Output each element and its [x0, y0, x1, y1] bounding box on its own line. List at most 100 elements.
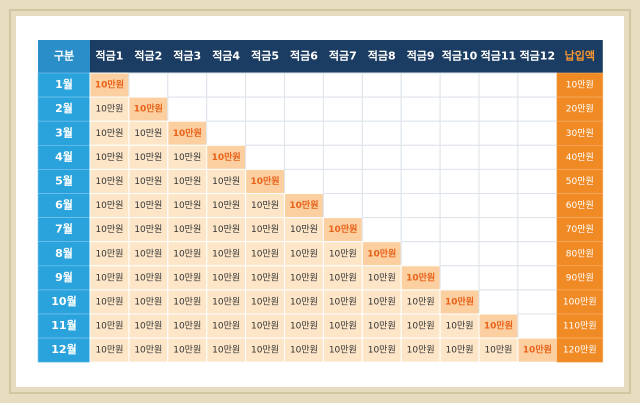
- paid-cell: [89, 217, 130, 243]
- paid-amount: 10만원: [329, 248, 357, 259]
- month-cell: [37, 337, 91, 363]
- paid-amount: 10만원: [134, 345, 162, 356]
- total-cell: [556, 193, 604, 218]
- paid-cell: [167, 289, 208, 315]
- total-amount: 50만원: [566, 176, 594, 187]
- paid-amount: 10만원: [95, 224, 123, 235]
- paid-amount: 10만원: [173, 224, 201, 235]
- total-amount: 120만원: [563, 345, 597, 356]
- paid-amount: 10만원: [290, 224, 318, 235]
- empty-cell: [284, 168, 324, 194]
- empty-cell: [322, 120, 363, 146]
- paid-cell: [128, 168, 169, 194]
- paid-amount: 10만원: [95, 296, 123, 307]
- empty-cell: [478, 241, 519, 267]
- paid-amount: 10만원: [95, 176, 123, 187]
- current-amount: 10만원: [406, 271, 435, 283]
- empty-cell: [322, 168, 363, 194]
- current-cell: [517, 337, 558, 363]
- paid-amount: 10만원: [95, 104, 123, 115]
- empty-cell: [361, 168, 402, 194]
- empty-cell: [206, 96, 247, 122]
- paid-amount: 10만원: [368, 296, 396, 307]
- paid-cell: [439, 337, 480, 363]
- paid-amount: 10만원: [134, 272, 162, 283]
- month-label: 10월: [51, 294, 76, 308]
- current-cell: [400, 265, 441, 291]
- paid-amount: 10만원: [95, 321, 123, 332]
- header-column: 적금7: [329, 49, 357, 63]
- header-column: 적금4: [212, 49, 240, 63]
- empty-cell: [245, 72, 286, 98]
- paid-cell: [206, 265, 247, 291]
- paid-cell: [206, 289, 247, 315]
- paid-amount: 10만원: [212, 224, 240, 235]
- empty-cell: [322, 72, 363, 98]
- paid-cell: [89, 289, 130, 315]
- empty-cell: [478, 289, 519, 315]
- total-cell: [556, 145, 604, 170]
- empty-cell: [478, 168, 519, 194]
- header-column: 적금11: [481, 49, 517, 63]
- total-amount: 10만원: [566, 80, 594, 91]
- empty-cell: [284, 72, 324, 98]
- header-column: 적금2: [134, 49, 162, 63]
- empty-cell: [400, 193, 441, 219]
- paid-amount: 10만원: [134, 248, 162, 259]
- paid-amount: 10만원: [95, 128, 123, 139]
- paid-amount: 10만원: [212, 296, 240, 307]
- paid-amount: 10만원: [446, 345, 474, 356]
- paid-cell: [89, 144, 130, 170]
- header-column: 적금5: [251, 49, 279, 63]
- paid-amount: 10만원: [134, 176, 162, 187]
- paid-amount: 10만원: [251, 321, 279, 332]
- paid-amount: 10만원: [134, 321, 162, 332]
- paid-amount: 10만원: [251, 296, 279, 307]
- empty-cell: [517, 265, 558, 291]
- paid-amount: 10만원: [95, 345, 123, 356]
- month-cell: [37, 120, 91, 146]
- empty-cell: [400, 168, 441, 194]
- empty-cell: [478, 193, 519, 219]
- total-amount: 60만원: [566, 200, 594, 211]
- paid-amount: 10만원: [212, 248, 240, 259]
- month-label: 4월: [55, 149, 73, 163]
- paid-amount: 10만원: [212, 200, 240, 211]
- paid-cell: [284, 337, 324, 363]
- total-cell: [556, 169, 604, 194]
- total-amount: 90만원: [566, 272, 594, 283]
- month-label: 12월: [51, 342, 76, 356]
- header-column: 적금8: [368, 49, 396, 63]
- total-cell: [556, 96, 604, 122]
- frame-edge: [9, 9, 631, 394]
- paid-cell: [322, 313, 363, 339]
- paid-amount: 10만원: [368, 345, 396, 356]
- paid-amount: 10만원: [95, 152, 123, 163]
- paid-amount: 10만원: [134, 152, 162, 163]
- paid-cell: [167, 193, 208, 219]
- total-amount: 80만원: [566, 248, 594, 259]
- paid-cell: [167, 241, 208, 267]
- paid-amount: 10만원: [173, 248, 201, 259]
- header-bg: [38, 40, 603, 73]
- empty-cell: [439, 265, 480, 291]
- header-label-bg: [38, 40, 90, 73]
- empty-cell: [478, 72, 519, 98]
- empty-cell: [284, 144, 324, 170]
- total-cell: [556, 289, 604, 315]
- paid-cell: [245, 337, 286, 363]
- paid-cell: [128, 265, 169, 291]
- paid-cell: [361, 337, 402, 363]
- paid-cell: [89, 168, 130, 194]
- month-label: 3월: [55, 125, 73, 139]
- empty-cell: [167, 72, 208, 98]
- empty-cell: [284, 120, 324, 146]
- paid-amount: 10만원: [173, 176, 201, 187]
- empty-cell: [167, 96, 208, 122]
- empty-cell: [245, 96, 286, 122]
- paid-amount: 10만원: [173, 345, 201, 356]
- paid-amount: 10만원: [95, 272, 123, 283]
- paid-cell: [245, 193, 286, 219]
- current-amount: 10만원: [251, 175, 280, 187]
